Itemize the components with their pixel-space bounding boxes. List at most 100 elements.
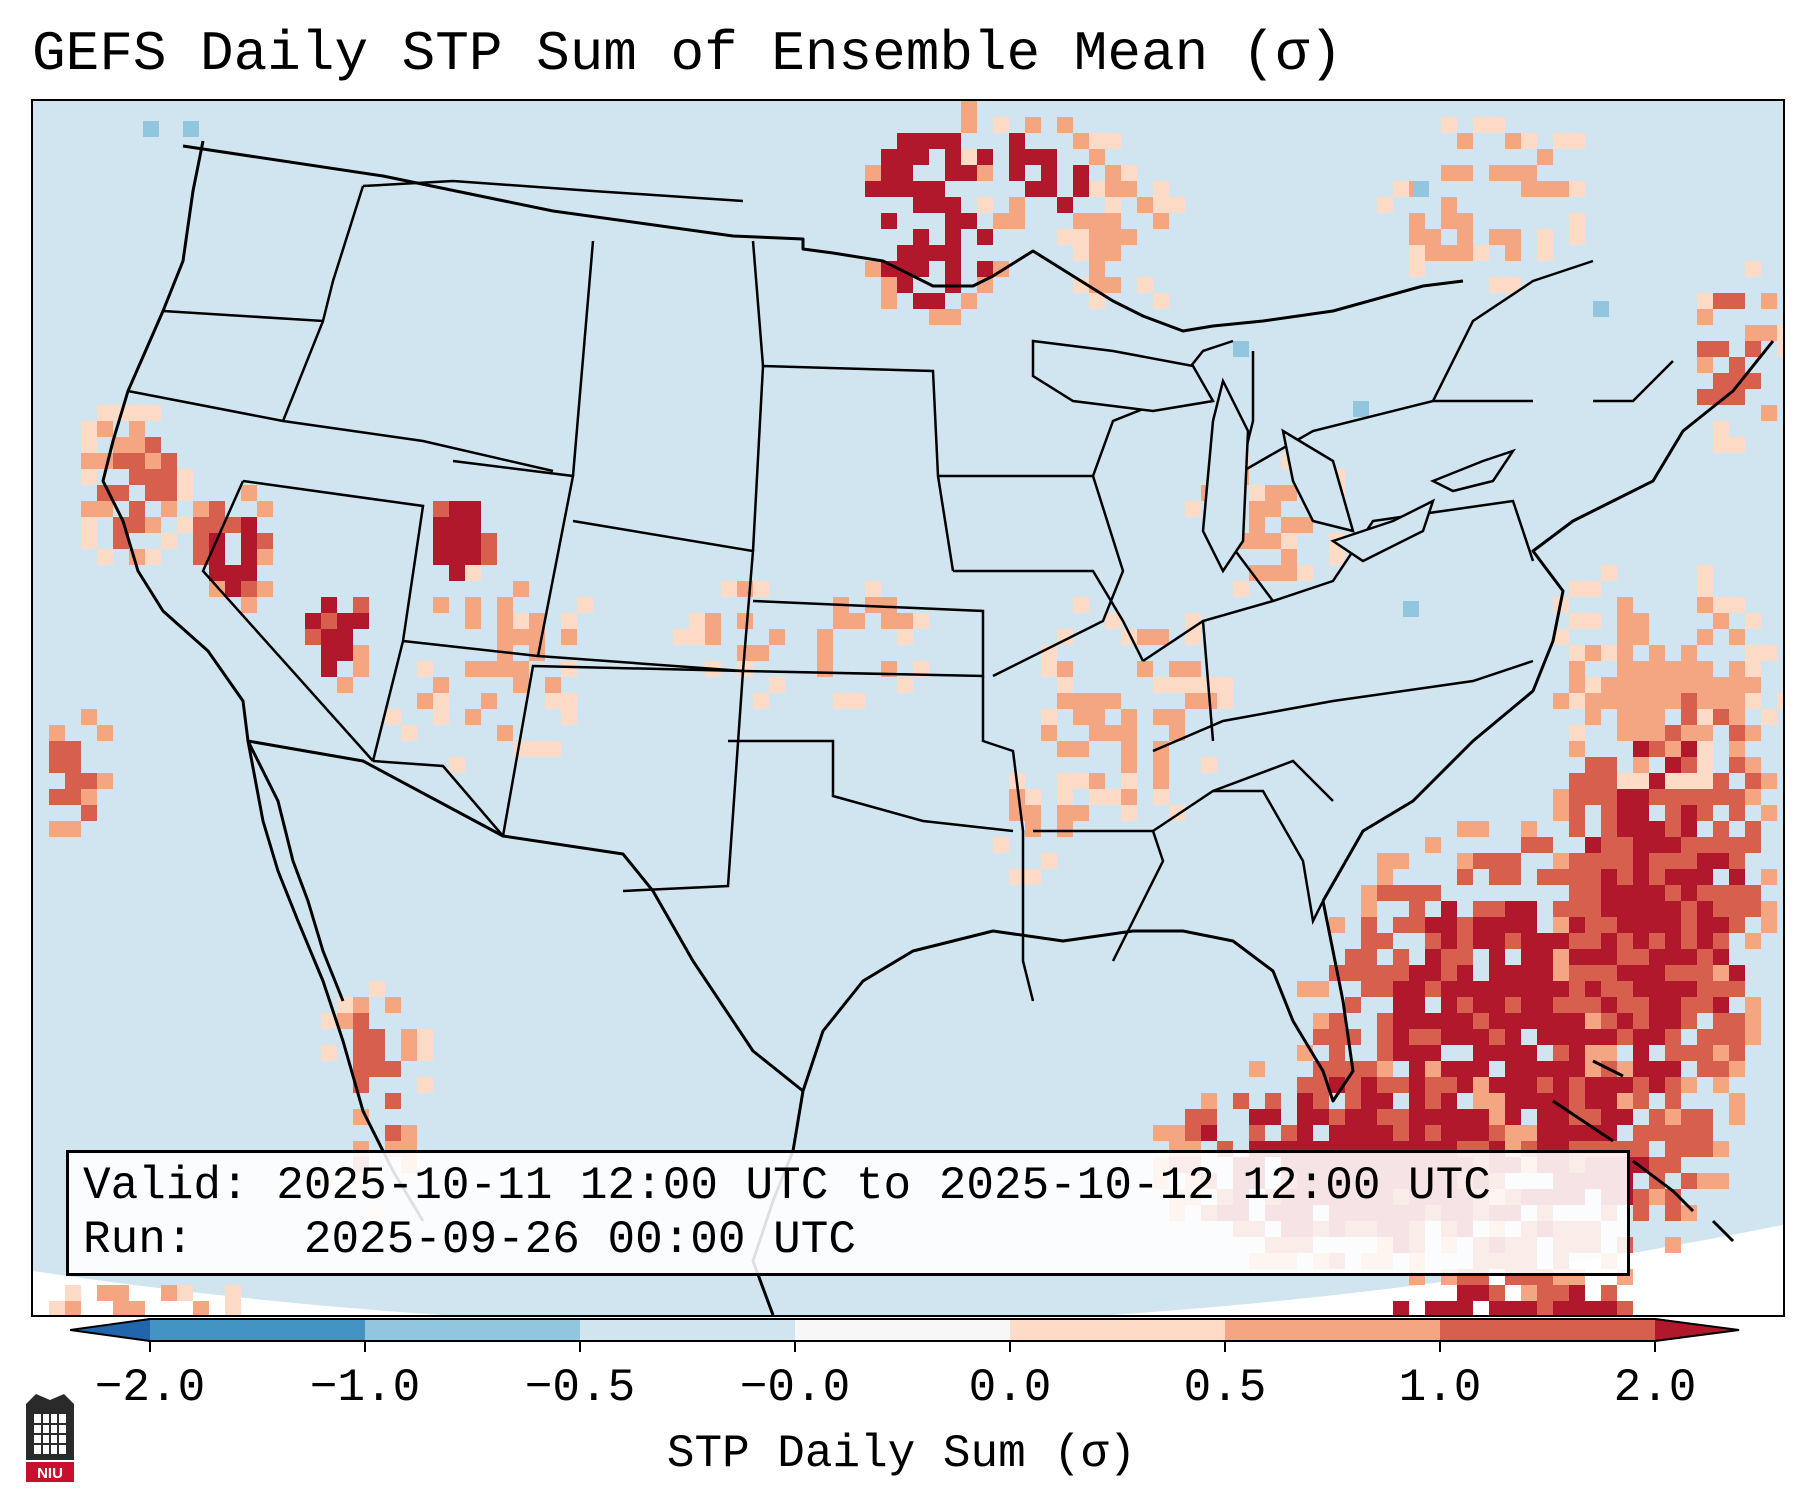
anomaly-cell [1409,965,1425,981]
anomaly-cell [849,693,865,709]
anomaly-cell [945,133,961,149]
anomaly-cell [337,997,353,1013]
anomaly-cell [1521,1013,1537,1029]
anomaly-cell [177,469,193,485]
anomaly-cell [1169,725,1185,741]
anomaly-cell [1665,1077,1681,1093]
anomaly-cell [81,437,97,453]
anomaly-cell [1617,693,1633,709]
anomaly-cell [497,629,513,645]
anomaly-cell [1745,933,1761,949]
anomaly-cell [433,677,449,693]
tick-label: −2.0 [94,1362,206,1414]
anomaly-cell [385,1093,401,1109]
great-lakes [1031,339,1517,574]
anomaly-cell [513,581,529,597]
anomaly-cell [1761,325,1777,341]
anomaly-cell [897,245,913,261]
anomaly-cell [961,213,977,229]
anomaly-cell [1697,933,1713,949]
anomaly-cell [1569,1285,1585,1301]
anomaly-cell [1345,997,1361,1013]
anomaly-cell [257,533,273,549]
anomaly-cell [1089,773,1105,789]
anomaly-cell [1713,885,1729,901]
anomaly-cell [1729,357,1745,373]
anomaly-cell [1377,1029,1393,1045]
tick-mark [1654,1340,1656,1352]
east-coast [1321,340,1775,902]
anomaly-cell [1041,709,1057,725]
anomaly-cell [449,533,465,549]
anomaly-cell [1393,965,1409,981]
anomaly-cell [1729,389,1745,405]
anomaly-cell [1729,853,1745,869]
anomaly-cell [1713,1013,1729,1029]
anomaly-cell [1281,565,1297,581]
anomaly-cell [1697,629,1713,645]
anomaly-cell [769,629,785,645]
anomaly-cell [1569,965,1585,981]
anomaly-cell [145,453,161,469]
anomaly-cell [193,1301,209,1315]
anomaly-cell [1649,789,1665,805]
anomaly-cell [1665,933,1681,949]
tick-label: 2.0 [1613,1362,1697,1414]
anomaly-cell [1633,933,1649,949]
anomaly-cell [1569,997,1585,1013]
anomaly-cell [129,501,145,517]
anomaly-cell [945,165,961,181]
anomaly-cell [1649,917,1665,933]
anomaly-cell [1601,901,1617,917]
anomaly-cell [865,181,881,197]
anomaly-cell [1249,485,1265,501]
anomaly-cell [257,501,273,517]
anomaly-cell [1569,917,1585,933]
anomaly-cell [1649,853,1665,869]
anomaly-cell [1441,197,1457,213]
anomaly-cell [1201,757,1217,773]
anomaly-cell [865,261,881,277]
anomaly-cell [1633,1061,1649,1077]
anomaly-cell [1665,965,1681,981]
anomaly-cell [1665,1109,1681,1125]
anomaly-cell [1393,997,1409,1013]
anomaly-cell [481,693,497,709]
anomaly-cell [113,453,129,469]
anomaly-cell [1265,485,1281,501]
anomaly-cell [1345,1077,1361,1093]
anomaly-cell [1681,693,1697,709]
anomaly-cell [1569,1061,1585,1077]
anomaly-cell [1521,1285,1537,1301]
anomaly-cell [1409,229,1425,245]
anomaly-cell [65,773,81,789]
anomaly-cell [913,133,929,149]
anomaly-cell [369,981,385,997]
anomaly-cell [1649,901,1665,917]
anomaly-cell [1409,917,1425,933]
anomaly-cell [1489,117,1505,133]
colorbar-bin-2 [365,1318,580,1342]
anomaly-cell [1729,741,1745,757]
anomaly-cell [1489,1301,1505,1315]
anomaly-cell [817,661,833,677]
anomaly-cell [1745,901,1761,917]
anomaly-cell [1593,301,1609,317]
anomaly-cell [945,309,961,325]
anomaly-cell [209,501,225,517]
anomaly-cell [161,485,177,501]
niu-logo-icon: NIU [26,1394,74,1482]
anomaly-cell [1057,693,1073,709]
anomaly-cell [1345,965,1361,981]
anomaly-cell [1361,1125,1377,1141]
anomaly-cell [1281,1125,1297,1141]
anomaly-cell [769,677,785,693]
anomaly-cell [1649,869,1665,885]
anomaly-cell [1601,1093,1617,1109]
anomaly-cell [1473,981,1489,997]
anomaly-cell [1745,885,1761,901]
anomaly-cell [1713,709,1729,725]
anomaly-cell [1217,677,1233,693]
anomaly-cell [1681,661,1697,677]
anomaly-cell [1537,1301,1553,1315]
